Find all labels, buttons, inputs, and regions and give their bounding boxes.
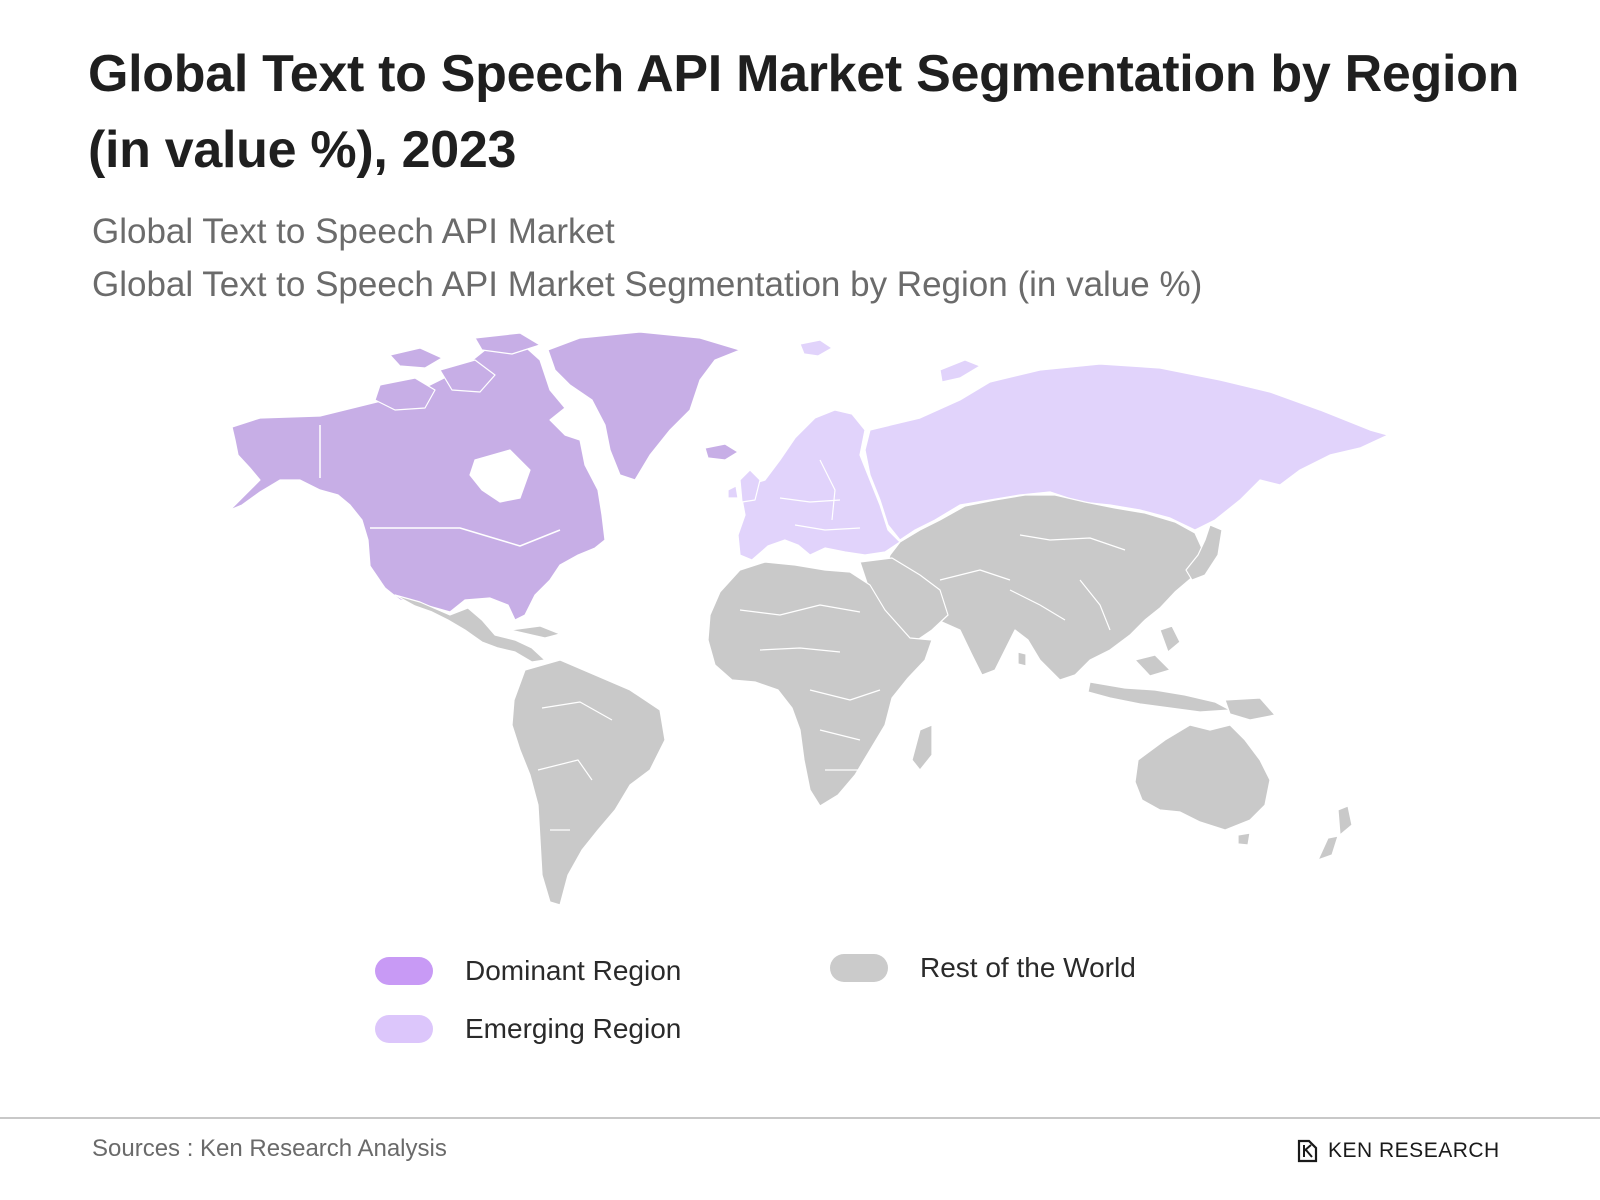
legend-swatch-dominant bbox=[375, 957, 433, 985]
legend-label-rest: Rest of the World bbox=[920, 952, 1136, 983]
legend-item-rest: Rest of the World bbox=[830, 952, 1136, 984]
region-australia bbox=[1134, 724, 1271, 831]
region-southeast-asia-islands bbox=[1087, 625, 1231, 713]
footer-divider bbox=[0, 1117, 1600, 1119]
brand-name: KEN RESEARCH bbox=[1328, 1139, 1500, 1162]
ken-research-logo-icon bbox=[1297, 1139, 1318, 1163]
region-russia bbox=[864, 363, 1389, 541]
region-europe bbox=[737, 409, 901, 561]
source-note: Sources : Ken Research Analysis bbox=[92, 1135, 447, 1162]
world-map bbox=[220, 330, 1420, 930]
legend-swatch-rest bbox=[830, 954, 888, 982]
region-new-zealand bbox=[1317, 805, 1353, 861]
legend-label-emerging: Emerging Region bbox=[465, 1013, 682, 1044]
subtitle-segmentation: Global Text to Speech API Market Segment… bbox=[92, 265, 1203, 304]
subtitle-market: Global Text to Speech API Market bbox=[92, 212, 615, 251]
legend-label-dominant: Dominant Region bbox=[465, 955, 682, 986]
region-japan bbox=[1185, 524, 1223, 581]
legend-item-dominant: Dominant Region bbox=[375, 955, 681, 987]
region-asia bbox=[884, 494, 1206, 681]
region-greenland bbox=[547, 331, 741, 481]
region-south-america bbox=[511, 659, 666, 906]
legend-swatch-emerging bbox=[375, 1015, 433, 1043]
region-arctic-islands bbox=[374, 332, 541, 411]
region-africa bbox=[707, 561, 933, 807]
legend-item-emerging: Emerging Region bbox=[375, 1013, 681, 1045]
region-north-america bbox=[229, 341, 606, 621]
region-mexico-central-america bbox=[394, 594, 546, 663]
chart-title: Global Text to Speech API Market Segment… bbox=[88, 45, 1520, 179]
brand-logo: KEN RESEARCH bbox=[1296, 1138, 1500, 1164]
